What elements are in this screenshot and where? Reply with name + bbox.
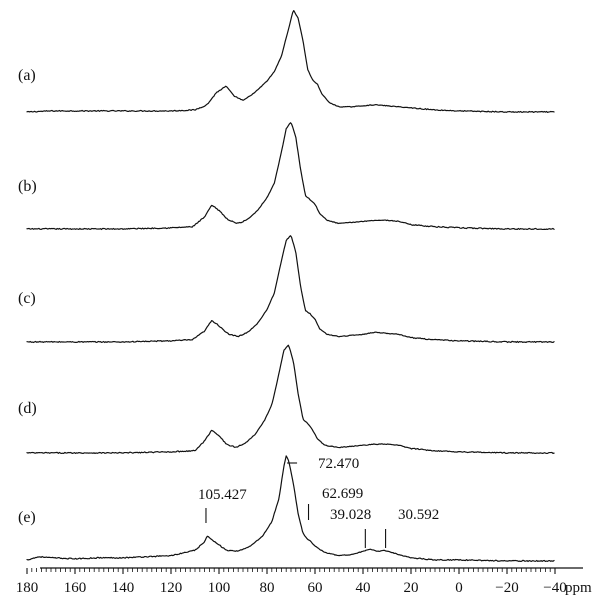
tick-label: 180 — [16, 580, 39, 596]
tick-label: 0 — [455, 580, 463, 596]
tick-label: 80 — [260, 580, 275, 596]
tick-label: 100 — [208, 580, 231, 596]
tick-label: 140 — [112, 580, 135, 596]
annotation-label-2: 72.470 — [318, 456, 359, 472]
spectrum-line-c — [26, 235, 555, 344]
tick-label: 160 — [64, 580, 87, 596]
annotation-label-4: 39.028 — [330, 507, 371, 523]
series-labels: (a) (b) (c) (d) (e) — [18, 67, 37, 526]
series-label-c: (c) — [18, 290, 36, 307]
annotation-labels: 105.427 72.470 62.699 39.028 30.592 — [198, 456, 439, 548]
tick-label: 40 — [356, 580, 371, 596]
annotation-label-5: 30.592 — [398, 507, 439, 523]
spectrum-line-b — [26, 122, 555, 231]
spectrum-line-a — [26, 9, 555, 114]
x-axis-label: ppm — [565, 580, 592, 596]
tick-label: 120 — [160, 580, 183, 596]
tick-label: 20 — [404, 580, 419, 596]
spectra-layer — [26, 9, 555, 563]
spectrum-line-e — [26, 455, 555, 563]
annotation-label-3: 62.699 — [322, 486, 363, 502]
series-label-b: (b) — [18, 178, 37, 195]
series-label-a: (a) — [18, 67, 36, 84]
tick-label: 60 — [308, 580, 323, 596]
series-label-d: (d) — [18, 400, 37, 417]
series-label-e: (e) — [18, 509, 36, 526]
tick-label: −40 — [543, 580, 566, 596]
tick-label: −20 — [495, 580, 518, 596]
spectrum-line-d — [26, 344, 555, 455]
annotation-label-1: 105.427 — [198, 487, 247, 503]
